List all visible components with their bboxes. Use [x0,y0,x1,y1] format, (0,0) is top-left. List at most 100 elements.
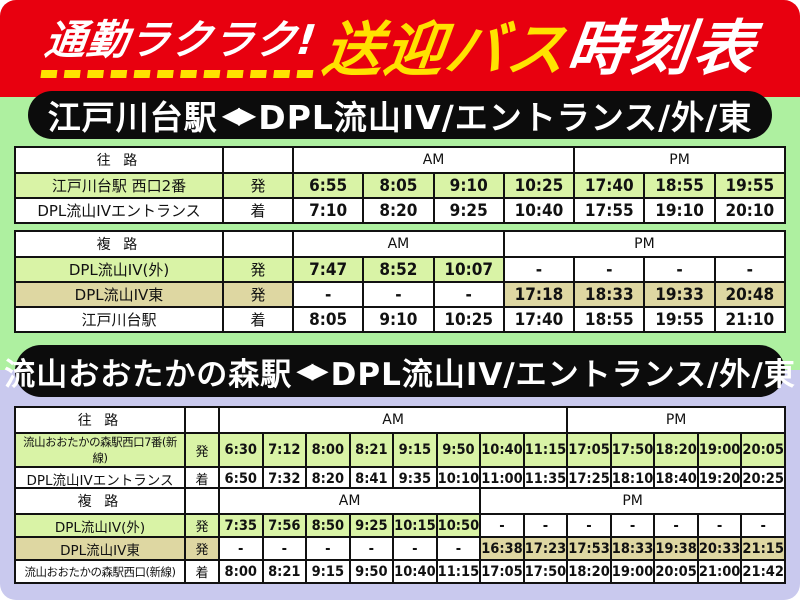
time-cell: 9:10 [362,306,435,333]
time-cell: 21:00 [696,559,743,584]
time-cell: 11:15 [435,559,482,584]
timetable-outbound-edogawadai: 往 路 AM PM 江戸川台駅 西口2番発 6:55 8:05 9:10 10:25 17:40… [14,146,787,224]
time-cell: - [573,256,646,283]
direction-header: 往 路 [14,146,224,174]
time-cell: 6:50 [218,466,264,491]
time-cell: 18:33 [609,536,656,561]
dep-arr-mark: 着 [222,306,294,333]
time-cell: 19:38 [653,536,699,561]
time-cell: 7:32 [261,466,308,491]
time-cell: - [435,536,482,561]
time-cell: 8:21 [261,559,308,584]
time-cell: 17:55 [573,197,646,224]
time-cell: 18:55 [573,306,646,333]
time-cell: - [348,536,395,561]
time-cell: 17:50 [522,559,569,584]
time-cell: - [261,536,308,561]
time-cell: 10:40 [502,197,576,224]
time-cell: 8:50 [305,513,351,538]
time-cell: 17:18 [502,281,576,308]
stop-label: DPL流山IV東 [14,281,224,308]
time-cell: - [643,256,716,283]
time-cell: 8:00 [305,432,351,468]
stop-label: 流山おおたかの森駅西口(新線) [14,559,186,584]
time-cell: 21:42 [740,559,786,584]
time-cell: 7:10 [291,197,365,224]
timetable-row: DPL流山IV東発 - - -17:18 18:33 19:33 20:48 [14,281,787,308]
time-cell: 8:52 [362,256,435,283]
time-cell: 21:10 [713,306,787,333]
time-cell: - [291,281,365,308]
time-cell: 17:23 [522,536,569,561]
blank-header-cell [222,146,294,174]
time-cell: 19:10 [643,197,716,224]
time-cell: 10:25 [502,172,576,199]
time-cell: - [522,513,569,538]
time-cell: 18:20 [566,559,612,584]
header-row: 往 路 AM PM [14,146,786,174]
time-cell: 20:33 [696,536,743,561]
time-cell: - [566,513,612,538]
section2-to-destination: DPL流山IV/エントランス/外/東 [330,356,796,393]
time-cell: 17:25 [566,466,612,491]
header-row: 複 路 AM PM [14,487,786,515]
timetable-row: 江戸川台駅 西口2番発 6:55 8:05 9:10 10:25 17:40 18:55 19… [14,172,787,199]
stop-label: 江戸川台駅 西口2番 [14,172,224,199]
timetable-row: 流山おおたかの森駅西口7番(新線) 発 6:30 7:12 8:00 8:21 9:15 9:… [14,432,786,468]
stop-label: DPL流山IV(外) [14,256,224,283]
blank-header-cell [184,487,220,515]
time-cell: - [696,513,743,538]
time-cell: 9:15 [392,432,438,468]
dep-arr-mark: 発 [184,536,220,561]
time-cell: 17:05 [479,559,525,584]
time-cell: 19:00 [696,432,743,468]
timetable-row: 江戸川台駅着 8:05 9:10 10:25 17:40 18:55 19:55 21:10 [14,306,787,333]
time-cell: 20:05 [740,432,786,468]
blank-header-cell [222,230,294,258]
dep-arr-mark: 着 [222,197,294,224]
left-right-arrows-icon: ◀▶ [296,358,328,384]
time-cell: 9:25 [432,197,505,224]
am-header: AM [291,146,576,174]
time-cell: 9:50 [348,559,395,584]
time-cell: 9:10 [432,172,505,199]
dep-arr-mark: 発 [222,172,294,199]
time-cell: 7:35 [218,513,264,538]
stop-label: DPL流山IVエントランス [14,197,224,224]
time-cell: 10:10 [435,466,482,491]
time-cell: 8:21 [348,432,395,468]
time-cell: 17:05 [566,432,612,468]
timetable-row: DPL流山IV(外) 発 7:47 8:52 10:07- - - - [14,256,787,283]
time-cell: 10:07 [432,256,505,283]
time-cell: 8:20 [362,197,435,224]
dep-arr-mark: 発 [222,256,294,283]
header-banner: 通勤ラクラク! 送迎バス 時刻表 [0,0,800,97]
time-cell: 8:05 [291,306,365,333]
time-cell: 19:55 [643,306,716,333]
time-cell: - [305,536,351,561]
time-cell: 18:55 [643,172,716,199]
blank-header-cell [184,406,220,434]
left-right-arrows-icon: ◀▶ [221,101,257,129]
section1-from-station: 江戸川台駅 [47,98,218,137]
timetable-row: DPL流山IVエントランス着 6:50 7:32 8:20 8:41 9:35 10:10 1… [14,466,786,491]
time-cell: 18:10 [609,466,656,491]
poster-title: 時刻表 [563,13,761,84]
direction-header: 複 路 [14,487,186,515]
time-cell: 9:50 [435,432,482,468]
time-cell: - [502,256,576,283]
catchphrase-text: 通勤ラクラク! [41,15,320,64]
time-cell: 18:20 [653,432,699,468]
time-cell: 9:25 [348,513,395,538]
time-cell: - [218,536,264,561]
direction-header: 複 路 [14,230,224,258]
time-cell: 19:55 [713,172,787,199]
dep-arr-mark: 発 [184,432,220,468]
section2-from-station: 流山おおたかの森駅 [4,356,293,393]
time-cell: 6:55 [291,172,365,199]
time-cell: 19:33 [643,281,716,308]
time-cell: 7:47 [291,256,365,283]
time-cell: 11:00 [479,466,525,491]
time-cell: 20:05 [653,559,699,584]
time-cell: - [653,513,699,538]
